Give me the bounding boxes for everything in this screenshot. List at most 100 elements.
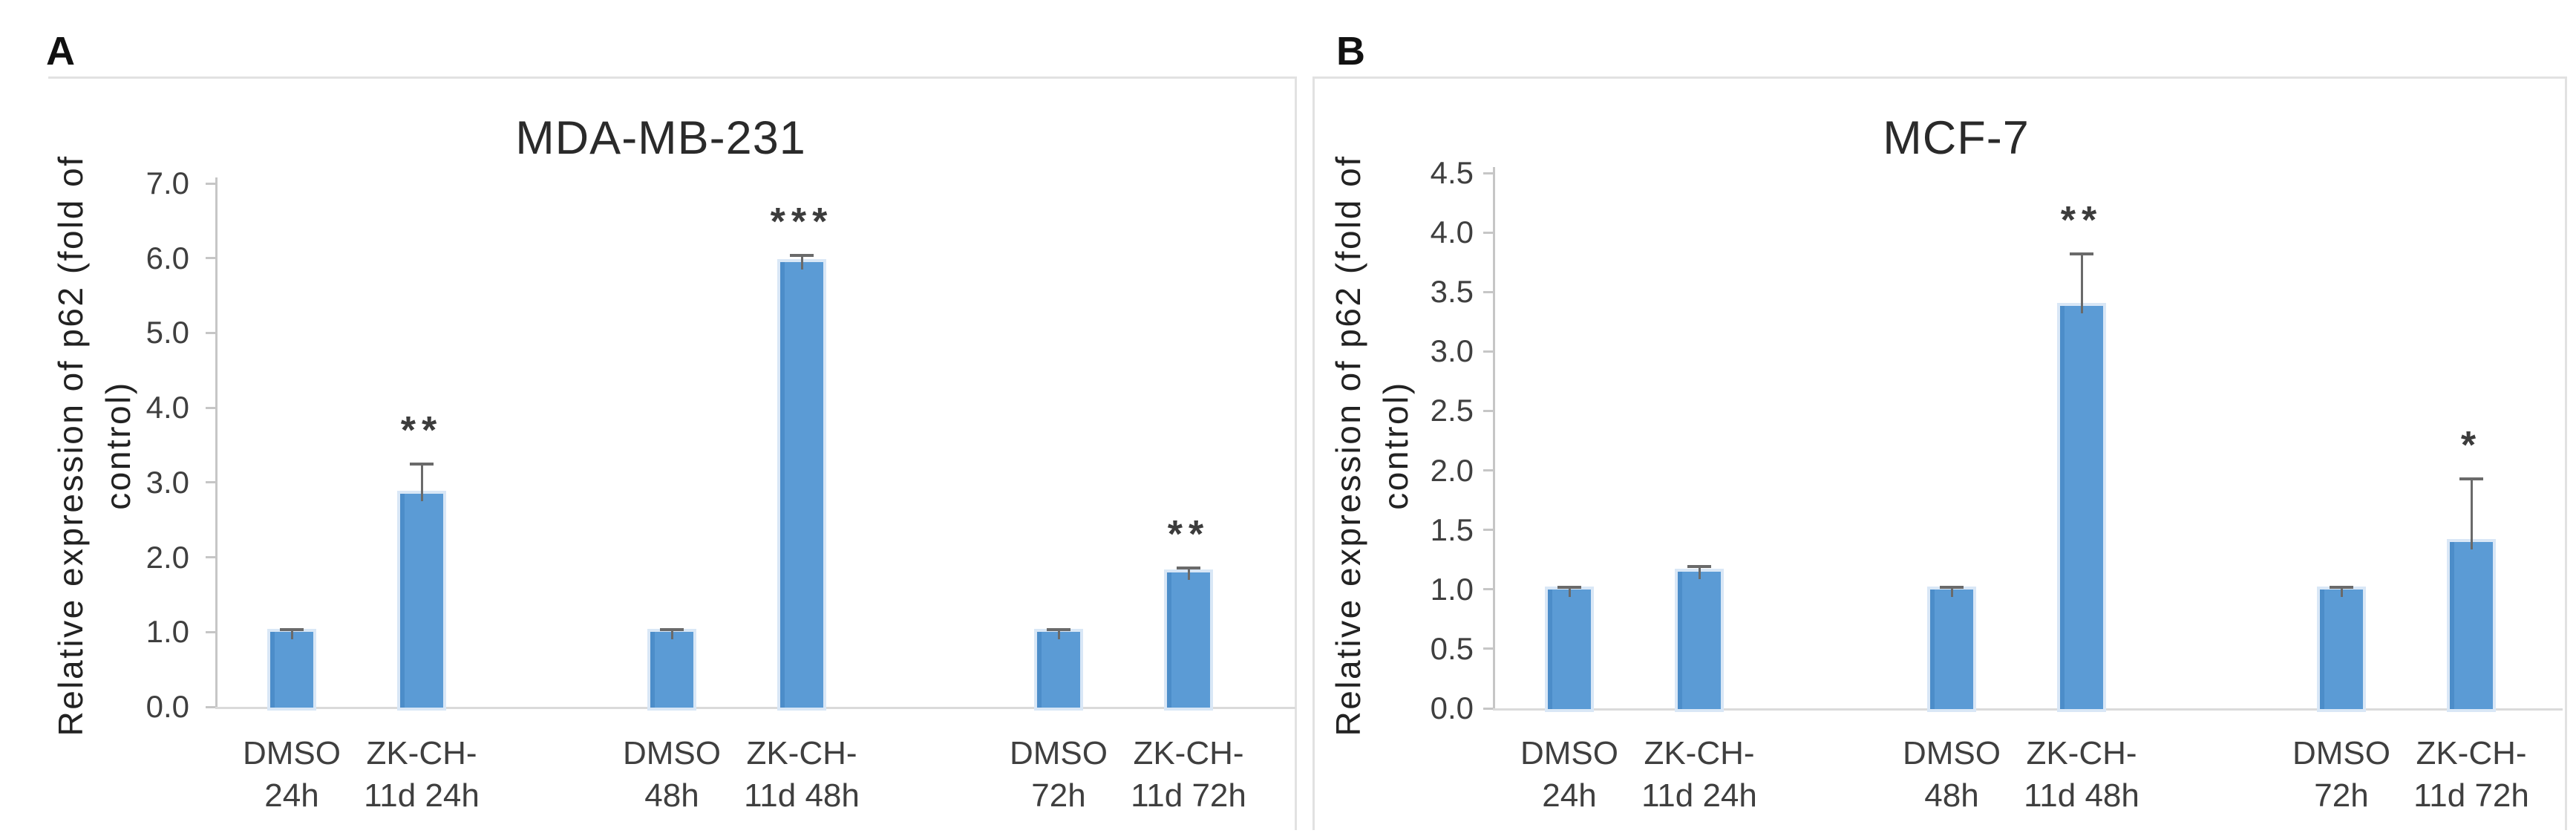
bar xyxy=(2060,306,2103,709)
significance-marker: ** xyxy=(2060,198,2103,242)
x-tick-label-line1: ZK-CH- xyxy=(366,735,477,771)
x-tick-label: ZK-CH- 11d 72h xyxy=(2382,732,2560,817)
bar xyxy=(2320,589,2363,709)
y-tick-label: 6.0 xyxy=(146,240,189,275)
x-tick-label-line2: 11d 72h xyxy=(2413,777,2529,814)
y-axis-line xyxy=(1493,167,1495,711)
error-bar-cap xyxy=(2459,477,2483,480)
x-tick-label-line1: DMSO xyxy=(1010,735,1108,771)
y-tick-mark xyxy=(1483,290,1495,293)
x-tick-label: ZK-CH- 11d 72h xyxy=(1099,732,1278,817)
error-bar-stem xyxy=(2341,587,2343,597)
y-tick-mark xyxy=(1483,409,1495,412)
bar xyxy=(1930,589,1973,709)
error-bar-cap xyxy=(2070,252,2093,255)
x-tick-label-line2: 11d 24h xyxy=(1641,777,1757,814)
bar xyxy=(2450,541,2493,709)
x-axis-line xyxy=(215,707,1295,709)
error-bar-cap xyxy=(1047,628,1070,632)
panel-frame-right xyxy=(2565,76,2567,830)
y-tick-label: 4.0 xyxy=(146,390,189,425)
x-tick-label-line1: ZK-CH- xyxy=(1133,735,1244,771)
y-tick-label: 1.0 xyxy=(146,614,189,650)
y-tick-label: 1.5 xyxy=(1430,512,1474,547)
bar xyxy=(1548,589,1591,709)
y-tick-mark xyxy=(206,406,218,409)
y-tick-mark xyxy=(206,481,218,484)
x-tick-label-line1: DMSO xyxy=(623,735,721,771)
x-tick-label-line2: 11d 24h xyxy=(364,777,480,814)
error-bar-stem xyxy=(291,630,293,640)
significance-marker: *** xyxy=(770,200,834,244)
y-tick-mark xyxy=(206,556,218,559)
error-bar-stem xyxy=(2471,478,2473,549)
significance-marker: * xyxy=(2460,423,2482,467)
y-tick-mark xyxy=(206,182,218,185)
x-tick-label-line1: DMSO xyxy=(2292,735,2390,771)
x-tick-label-line2: 48h xyxy=(644,777,699,814)
x-tick-label-line2: 11d 48h xyxy=(2024,777,2139,814)
error-bar-cap xyxy=(280,628,304,632)
error-bar-stem xyxy=(1699,567,1701,579)
y-tick-mark xyxy=(1483,172,1495,174)
y-tick-label: 4.5 xyxy=(1430,155,1474,190)
y-tick-mark xyxy=(206,630,218,633)
y-tick-label: 1.0 xyxy=(1430,571,1474,607)
x-tick-label: DMSO 48h xyxy=(1863,732,2041,817)
y-tick-label: 3.0 xyxy=(146,464,189,500)
x-tick-label: DMSO 72h xyxy=(2252,732,2430,817)
error-bar-cap xyxy=(1940,585,1964,589)
chart-title-a: MDA-MB-231 xyxy=(515,112,806,164)
y-tick-label: 3.5 xyxy=(1430,274,1474,310)
panel-frame-top xyxy=(48,76,1297,79)
error-bar-cap xyxy=(1177,566,1200,569)
x-tick-label-line2: 72h xyxy=(2314,777,2369,814)
x-tick-label: ZK-CH- 11d 24h xyxy=(1610,732,1788,817)
x-tick-label: ZK-CH- 11d 48h xyxy=(713,732,891,817)
bar xyxy=(270,632,313,708)
x-tick-label-line1: ZK-CH- xyxy=(1644,735,1755,771)
error-bar-stem xyxy=(1951,587,1953,597)
error-bar-stem xyxy=(1188,567,1190,580)
error-bar-stem xyxy=(2081,253,2083,314)
x-tick-label-line2: 11d 72h xyxy=(1131,777,1246,814)
bar xyxy=(1167,572,1210,708)
x-tick-label-line1: ZK-CH- xyxy=(2416,735,2527,771)
x-tick-label: DMSO 24h xyxy=(1480,732,1658,817)
x-tick-label-line2: 24h xyxy=(264,777,319,814)
y-tick-mark xyxy=(1483,707,1495,710)
panel-frame-top xyxy=(1312,76,2567,79)
significance-marker: ** xyxy=(1167,512,1210,556)
x-tick-label-line2: 48h xyxy=(1924,777,1979,814)
x-tick-label-line1: DMSO xyxy=(243,735,341,771)
bar xyxy=(780,261,823,708)
y-tick-label: 0.5 xyxy=(1430,630,1474,666)
error-bar-stem xyxy=(1058,630,1060,640)
x-tick-label: ZK-CH- 11d 48h xyxy=(1993,732,2171,817)
y-tick-mark xyxy=(1483,231,1495,234)
x-axis-line xyxy=(1493,708,2563,711)
y-tick-label: 4.0 xyxy=(1430,215,1474,250)
panel-b-label: B xyxy=(1336,29,1365,74)
y-tick-label: 0.0 xyxy=(146,689,189,724)
x-tick-label-line1: ZK-CH- xyxy=(746,735,857,771)
x-tick-label: DMSO 24h xyxy=(203,732,381,817)
y-tick-label: 7.0 xyxy=(146,166,189,200)
bar xyxy=(650,632,693,708)
y-tick-mark xyxy=(1483,350,1495,353)
bar xyxy=(1037,632,1080,708)
panel-a-label: A xyxy=(46,29,75,74)
error-bar-cap xyxy=(1687,565,1711,569)
panel-frame-left xyxy=(1312,76,1315,830)
error-bar-cap xyxy=(2330,585,2353,589)
error-bar-stem xyxy=(421,463,423,501)
y-tick-mark xyxy=(1483,469,1495,472)
error-bar-stem xyxy=(1569,587,1571,597)
x-tick-label: DMSO 48h xyxy=(583,732,761,817)
error-bar-cap xyxy=(660,628,684,632)
significance-marker: ** xyxy=(400,408,443,452)
x-tick-label-line2: 24h xyxy=(1542,777,1597,814)
y-tick-mark xyxy=(206,705,218,708)
bar xyxy=(400,493,443,708)
